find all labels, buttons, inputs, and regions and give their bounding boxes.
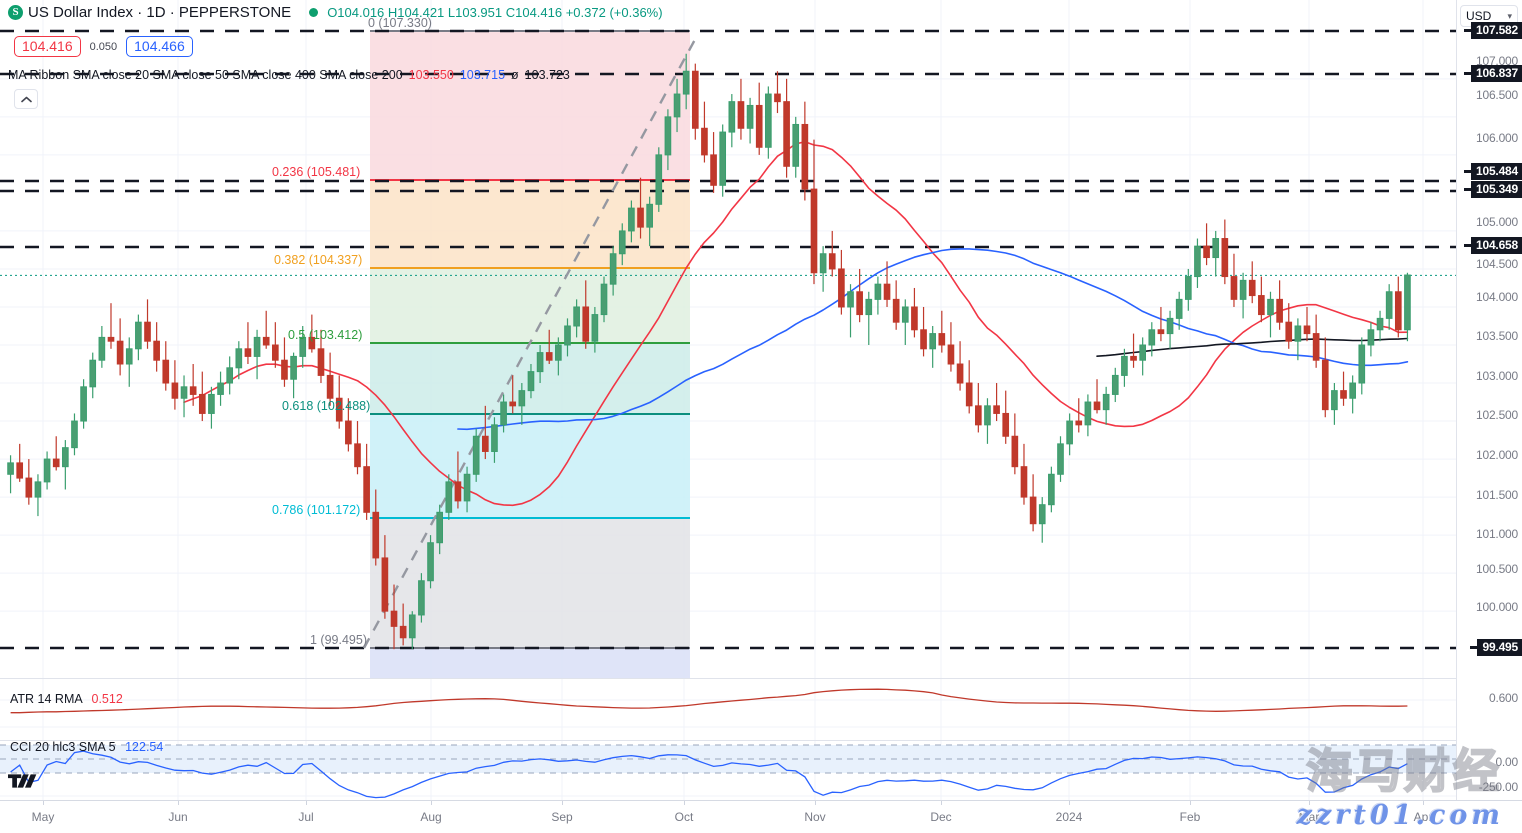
currency-label: USD — [1466, 9, 1492, 23]
time-axis-tick: May — [31, 810, 55, 824]
fib-level-label-0-382: 0.382 (104.337) — [274, 253, 363, 267]
time-axis-tick: Feb — [1179, 810, 1201, 824]
price-axis-tick: 0.00 — [1495, 755, 1518, 769]
ma-value-sma200: 103.723 — [524, 68, 570, 82]
cci-pane[interactable] — [0, 740, 1456, 801]
time-axis-tick-mark — [684, 801, 685, 805]
price-axis[interactable]: USD ▾ 107.000 106.500 106.000 105.000 104.50… — [1456, 0, 1522, 800]
collapse-legend-button[interactable] — [14, 89, 38, 109]
time-axis-tick-mark — [1309, 801, 1310, 805]
price-axis-tick: 102.000 — [1476, 448, 1518, 462]
price-axis-tick: 106.000 — [1476, 131, 1518, 145]
price-axis-badge[interactable]: 105.349 — [1464, 181, 1522, 198]
time-axis-tick: Apr — [1413, 810, 1433, 824]
price-axis-tick: 100.000 — [1476, 600, 1518, 614]
time-axis-tick: Aug — [420, 810, 442, 824]
symbol-title: US Dollar Index · 1D · PEPPERSTONE — [28, 4, 291, 21]
time-axis-tick-mark — [941, 801, 942, 805]
fib-level-label-0-236: 0.236 (105.481) — [272, 165, 361, 179]
cci-label: CCI 20 hlc3 SMA 5 — [10, 740, 116, 754]
price-axis-badge[interactable]: 107.582 — [1464, 22, 1522, 39]
price-axis-tick: 105.000 — [1476, 215, 1518, 229]
symbol-row[interactable]: S US Dollar Index · 1D · PEPPERSTONE O10… — [8, 4, 663, 21]
chevron-up-icon — [20, 96, 32, 102]
price-axis-tick: 103.000 — [1476, 369, 1518, 383]
ma-dot-symbol: ø — [511, 68, 519, 82]
price-chart-canvas[interactable] — [0, 0, 1456, 681]
price-axis-tick: 101.000 — [1476, 527, 1518, 541]
tradingview-logo[interactable] — [8, 770, 42, 797]
exchange-label: PEPPERSTONE — [178, 4, 292, 21]
price-axis-tick: 106.500 — [1476, 88, 1518, 102]
time-axis-tick-mark — [1069, 801, 1070, 805]
atr-pane[interactable] — [0, 678, 1456, 741]
sep-2: · — [169, 4, 175, 21]
interval-label[interactable]: 1D — [146, 4, 166, 21]
atr-chart-canvas[interactable] — [0, 679, 1456, 741]
bid-ask-spread[interactable]: 104.416 0.050 104.466 — [14, 36, 193, 57]
cci-value: 122.54 — [125, 740, 164, 754]
price-axis-tick: 101.500 — [1476, 488, 1518, 502]
price-pane[interactable] — [0, 0, 1456, 681]
time-axis-tick-mark — [1423, 801, 1424, 805]
price-axis-tick: 103.500 — [1476, 329, 1518, 343]
price-axis-tick: 107.000 — [1476, 54, 1518, 68]
price-axis-tick: 104.000 — [1476, 290, 1518, 304]
ma-value-sma50: 103.715 — [459, 68, 506, 82]
chevron-down-icon: ▾ — [1507, 10, 1512, 21]
spread-value: 0.050 — [89, 40, 118, 53]
time-axis-tick: 2024 — [1055, 810, 1083, 824]
time-axis-tick: Jun — [168, 810, 188, 824]
ma-ribbon-legend[interactable]: MA Ribbon SMA close 20 SMA close 50 SMA … — [8, 68, 570, 82]
price-axis-tick: 100.500 — [1476, 562, 1518, 576]
time-axis-tick: Dec — [930, 810, 952, 824]
ask-price[interactable]: 104.466 — [126, 36, 193, 57]
time-axis-tick-mark — [306, 801, 307, 805]
atr-label: ATR 14 RMA — [10, 692, 83, 706]
time-axis-tick: Mar — [1298, 810, 1320, 824]
time-axis[interactable]: May Jun Jul Aug Sep Oct Nov Dec 2024 Feb Mar Apr — [0, 800, 1522, 833]
time-axis-tick-mark — [43, 801, 44, 805]
atr-value: 0.512 — [91, 692, 123, 706]
time-axis-tick: Oct — [674, 810, 694, 824]
price-axis-badge[interactable]: 104.658 — [1464, 237, 1522, 254]
cci-chart-canvas[interactable] — [0, 741, 1456, 801]
price-axis-tick: 104.500 — [1476, 257, 1518, 271]
ohlc-values: O104.016 H104.421 L103.951 C104.416 +0.3… — [327, 5, 663, 20]
atr-indicator-title[interactable]: ATR 14 RMA 0.512 — [10, 692, 123, 706]
price-axis-badge[interactable]: 105.484 — [1464, 163, 1522, 180]
price-axis-badge[interactable]: 99.495 — [1470, 639, 1522, 656]
price-axis-tick: 0.600 — [1488, 691, 1518, 705]
sep-1: · — [137, 4, 143, 21]
time-axis-tick-mark — [562, 801, 563, 805]
price-axis-badge[interactable]: 106.837 — [1464, 65, 1522, 82]
fib-level-label-0-618: 0.618 (102.488) — [282, 399, 371, 413]
chart-legend: S US Dollar Index · 1D · PEPPERSTONE O10… — [8, 4, 663, 21]
time-axis-tick-mark — [1190, 801, 1191, 805]
time-axis-tick: Jul — [298, 810, 314, 824]
price-axis-tick: -250.00 — [1478, 780, 1519, 794]
time-axis-tick-mark — [815, 801, 816, 805]
status-dot-icon — [309, 8, 319, 17]
ma-value-sma20: 103.550 — [408, 68, 454, 82]
cci-indicator-title[interactable]: CCI 20 hlc3 SMA 5 122.54 — [10, 740, 163, 754]
symbol-name: US Dollar Index — [28, 4, 134, 21]
broker-logo-icon: S — [8, 5, 23, 20]
fib-level-label-1: 1 (99.495) — [310, 633, 367, 647]
fib-level-label-0: 0 (107.330) — [368, 16, 432, 30]
bid-price[interactable]: 104.416 — [14, 36, 81, 57]
ma-ribbon-title: MA Ribbon SMA close 20 SMA close 50 SMA … — [8, 68, 403, 82]
fib-level-label-0-5: 0.5 (103.412) — [288, 328, 363, 342]
tradingview-logo-icon — [8, 774, 37, 788]
time-axis-tick: Nov — [804, 810, 826, 824]
time-axis-tick-mark — [178, 801, 179, 805]
time-axis-tick: Sep — [551, 810, 573, 824]
time-axis-tick-mark — [431, 801, 432, 805]
price-axis-tick: 102.500 — [1476, 408, 1518, 422]
fib-level-label-0-786: 0.786 (101.172) — [272, 503, 361, 517]
